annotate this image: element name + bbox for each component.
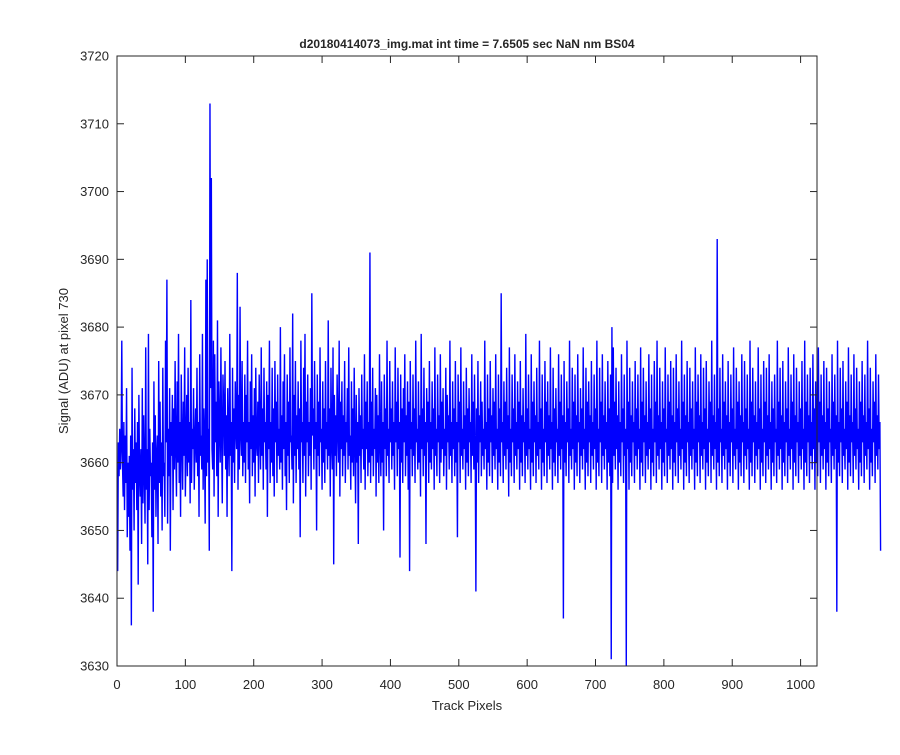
x-tick-label: 200 xyxy=(243,677,265,692)
x-tick-label: 700 xyxy=(585,677,607,692)
y-tick-label: 3720 xyxy=(80,49,109,64)
x-tick-label: 900 xyxy=(721,677,743,692)
y-axis-ticks: 3630 3640 3650 3660 3670 3680 3690 3700 3710 3720 xyxy=(80,49,817,674)
series-layer xyxy=(116,103,882,667)
x-tick-label: 0 xyxy=(113,677,120,692)
x-tick-label: 100 xyxy=(175,677,197,692)
x-tick-label: 600 xyxy=(516,677,538,692)
x-tick-label: 800 xyxy=(653,677,675,692)
y-tick-label: 3670 xyxy=(80,387,109,402)
x-tick-label: 400 xyxy=(380,677,402,692)
x-tick-label: 1000 xyxy=(786,677,815,692)
chart-title: d20180414073_img.mat int time = 7.6505 s… xyxy=(299,37,635,51)
y-tick-label: 3710 xyxy=(80,116,109,131)
y-tick-label: 3700 xyxy=(80,184,109,199)
y-tick-label: 3640 xyxy=(80,591,109,606)
y-tick-label: 3690 xyxy=(80,252,109,267)
y-tick-label: 3660 xyxy=(80,455,109,470)
series-line-0 xyxy=(116,103,882,667)
y-tick-label: 3650 xyxy=(80,523,109,538)
axes-box xyxy=(116,55,818,667)
x-axis-ticks: 0 100 200 300 400 500 600 700 800 900 1000 xyxy=(113,56,815,692)
y-tick-label: 3680 xyxy=(80,320,109,335)
x-tick-label: 300 xyxy=(311,677,333,692)
x-axis-label: Track Pixels xyxy=(432,698,503,713)
x-tick-label: 500 xyxy=(448,677,470,692)
y-tick-label: 3630 xyxy=(80,659,109,674)
y-axis-label: Signal (ADU) at pixel 730 xyxy=(56,288,71,434)
